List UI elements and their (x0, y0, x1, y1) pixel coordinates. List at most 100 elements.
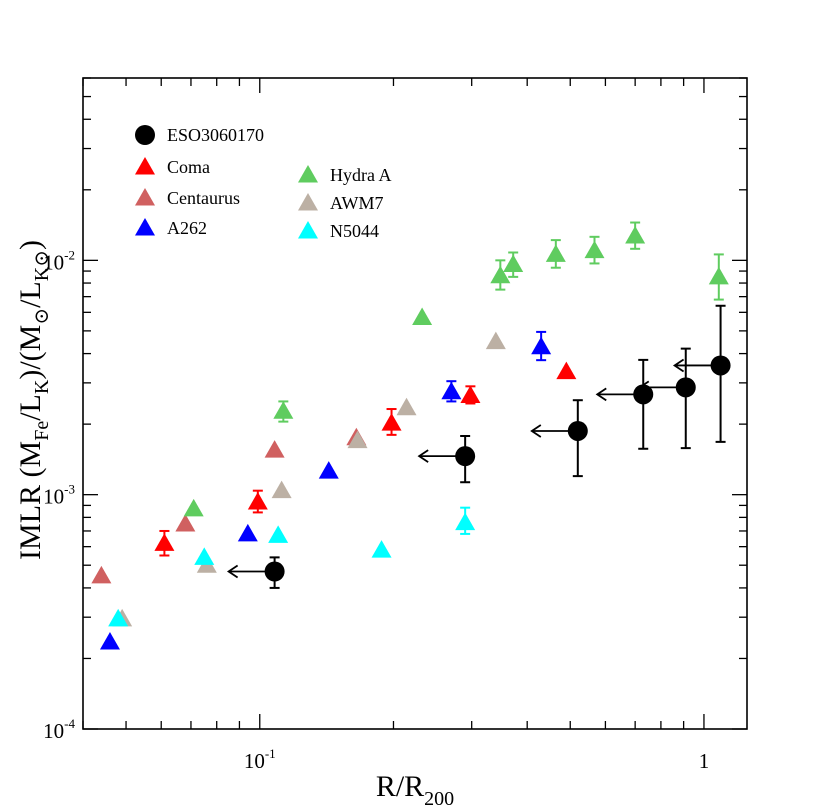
series-eso3060170 (226, 304, 731, 589)
data-point-eso3060170 (633, 384, 654, 405)
upper-limit-arrowhead (638, 380, 650, 395)
y-axis-label-part: ) (14, 240, 47, 250)
data-point-eso3060170 (264, 561, 285, 582)
data-markers (91, 221, 731, 650)
x-tick-label-exp: -1 (265, 746, 276, 761)
y-axis-label-part: )/(M (14, 325, 47, 380)
data-point-coma (556, 361, 577, 380)
data-point-awm7 (485, 331, 506, 350)
data-point-hydra-a (584, 240, 605, 259)
legend-marker (135, 218, 155, 236)
series-a262 (99, 330, 552, 650)
legend-label: Centaurus (167, 188, 240, 208)
legend-label: AWM7 (330, 193, 384, 213)
data-point-hydra-a (273, 401, 294, 419)
x-tick-label-base: 1 (699, 749, 710, 773)
data-point-awm7 (396, 397, 417, 416)
legend-entry-n5044: N5044 (298, 221, 379, 241)
data-point-a262 (531, 336, 552, 355)
legend-entry-centaurus: Centaurus (135, 188, 240, 208)
y-tick-label-exp: -2 (64, 247, 75, 262)
data-point-hydra-a (545, 244, 566, 262)
data-point-coma (381, 413, 402, 431)
legend-entry-eso3060170: ESO3060170 (135, 125, 264, 145)
x-tick-label-base: 10 (244, 749, 265, 773)
y-axis-label-part: K⊙ (31, 250, 53, 281)
data-point-centaurus (91, 565, 112, 584)
plot-frame (82, 77, 748, 730)
series-awm7 (112, 331, 506, 627)
data-point-hydra-a (503, 254, 524, 272)
data-point-hydra-a (183, 498, 204, 517)
series-n5044 (108, 506, 476, 627)
data-point-coma (460, 385, 481, 403)
y-axis-label: IMLR (MFe/LK)/(M⊙/LK⊙) (14, 240, 53, 560)
data-point-centaurus (175, 513, 196, 532)
y-tick-label: 10-4 (43, 716, 75, 743)
data-point-eso3060170 (455, 446, 476, 467)
y-axis-label-part: /L (14, 394, 47, 421)
legend-label: Hydra A (330, 165, 392, 185)
legend-label: Coma (167, 157, 210, 177)
y-tick-label-base: 10 (43, 719, 64, 743)
series-hydra-a (183, 221, 729, 517)
y-tick-label-exp: -3 (64, 482, 75, 497)
data-point-hydra-a (708, 266, 729, 285)
data-point-a262 (237, 523, 258, 542)
upper-limit-arrowhead (530, 424, 542, 438)
data-point-coma (154, 533, 175, 551)
data-point-coma (247, 492, 268, 510)
legend-marker (135, 157, 155, 175)
x-axis-label: R/R200 (376, 770, 454, 810)
data-point-centaurus (264, 440, 285, 458)
legend-marker (298, 221, 318, 239)
data-point-eso3060170 (710, 355, 731, 376)
x-axis-label-sub: 200 (424, 788, 454, 810)
y-axis-label-part: K (31, 379, 53, 394)
x-tick-label: 10-1 (244, 746, 276, 773)
series-coma (154, 361, 577, 557)
legend-entry-awm7: AWM7 (298, 193, 384, 213)
y-tick-label-exp: -4 (64, 716, 75, 731)
data-point-eso3060170 (567, 420, 588, 441)
y-tick-label-base: 10 (43, 250, 64, 274)
data-point-hydra-a (490, 265, 511, 284)
upper-limit-arrowhead (595, 387, 607, 402)
y-axis-label-part: IMLR (M (14, 441, 47, 560)
legend: ESO3060170 Coma Centaurus A262 Hydra A AWM7 N5… (135, 125, 392, 241)
data-point-a262 (441, 381, 462, 400)
data-point-eso3060170 (675, 377, 696, 398)
data-point-n5044 (268, 525, 289, 543)
data-point-n5044 (371, 540, 392, 558)
series-centaurus (91, 427, 367, 584)
data-point-a262 (99, 632, 120, 650)
y-axis-label-part: Fe (31, 421, 53, 441)
legend-label: N5044 (330, 221, 379, 241)
legend-marker (135, 125, 155, 145)
legend-marker (298, 165, 318, 183)
x-tick-label: 1 (699, 749, 710, 773)
legend-entry-coma: Coma (135, 157, 210, 177)
legend-label: A262 (167, 218, 207, 238)
axis-ticks (82, 77, 747, 730)
axis-tick-labels: 10-1 110-410-310-2 (43, 247, 709, 773)
upper-limit-arrowhead (417, 449, 429, 463)
data-point-a262 (318, 461, 339, 479)
legend-marker (135, 188, 155, 206)
data-point-hydra-a (625, 226, 646, 244)
y-tick-label: 10-2 (43, 247, 75, 274)
x-axis-label-base: R/R (376, 770, 424, 803)
data-point-n5044 (108, 608, 129, 627)
y-axis-label-part: /L (14, 281, 47, 308)
data-point-awm7 (347, 430, 368, 449)
y-axis-label-part: ⊙ (31, 308, 53, 325)
legend-entry-a262: A262 (135, 218, 207, 238)
data-point-n5044 (455, 512, 476, 531)
data-point-hydra-a (412, 307, 433, 326)
y-tick-label-base: 10 (43, 485, 64, 509)
legend-label: ESO3060170 (167, 125, 264, 145)
upper-limit-arrowhead (226, 564, 239, 579)
legend-entry-hydra-a: Hydra A (298, 165, 392, 185)
data-point-n5044 (194, 547, 215, 565)
